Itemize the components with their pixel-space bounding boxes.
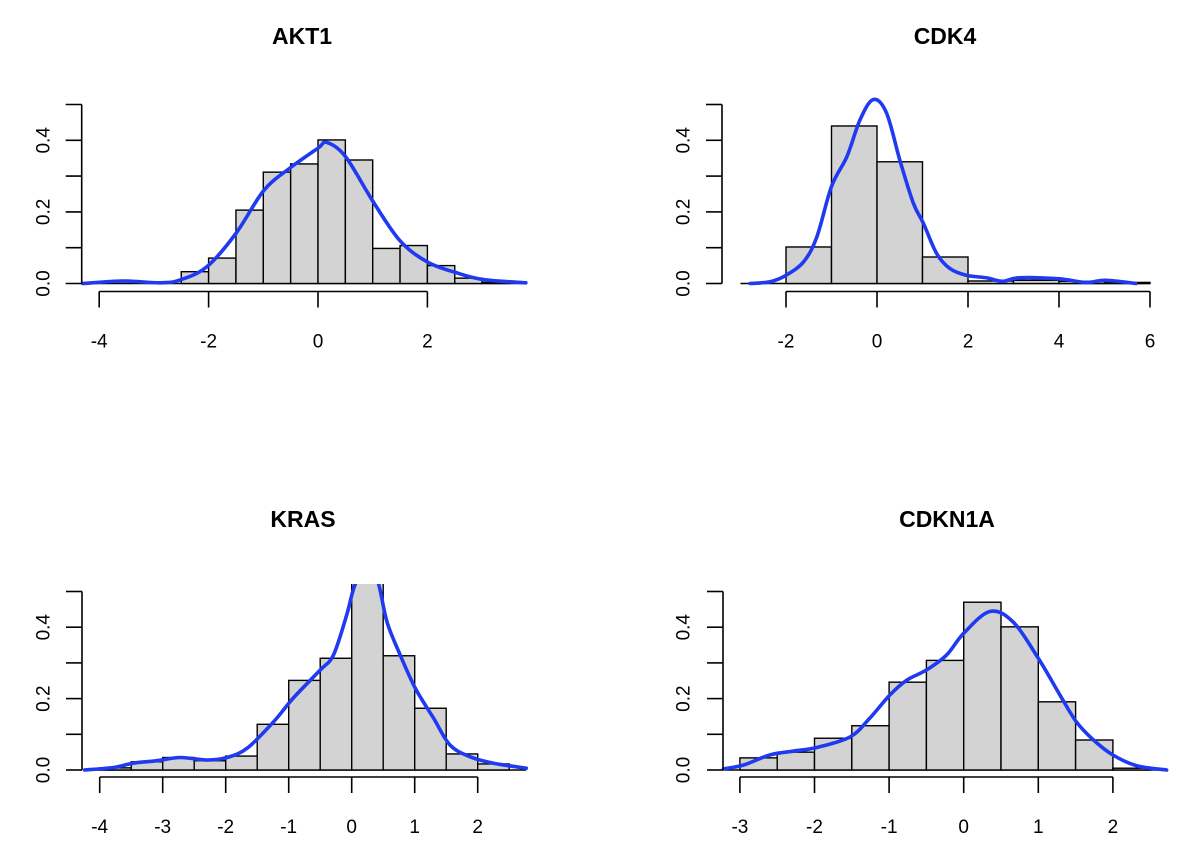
x-axis: -4 -3 -2 -1 0 1 2	[91, 776, 483, 838]
plot-area	[740, 97, 1151, 286]
y-axis: 0.0 0.2 0.4	[34, 103, 83, 297]
x-tick-label: -3	[154, 817, 171, 838]
histogram-bar	[876, 161, 924, 285]
histogram-bar	[382, 655, 416, 771]
x-axis: -3 -2 -1 0 1 2	[731, 776, 1119, 838]
histogram-bar	[262, 171, 292, 285]
histogram-bar	[256, 723, 290, 771]
plot-area	[82, 584, 529, 772]
y-tick-label: 0.4	[674, 127, 695, 154]
x-tick-label: 0	[313, 332, 324, 353]
x-tick-label: -1	[881, 817, 898, 838]
x-tick-label: 2	[422, 332, 433, 353]
y-tick-label: 0.4	[674, 614, 695, 641]
y-tick-label: 0.0	[34, 757, 55, 783]
x-tick-label: -2	[217, 817, 234, 838]
x-tick-label: 2	[472, 817, 483, 838]
y-tick-label: 0.0	[674, 270, 695, 296]
panel-title: CDK4	[914, 23, 977, 49]
panel-akt1: AKT1 0.0 0.2 0.4 -4 -2 0 2	[34, 23, 528, 353]
histogram-bar	[963, 601, 1002, 771]
histogram-bar	[317, 139, 347, 285]
histogram-bar	[776, 751, 816, 771]
density-curve	[82, 584, 529, 772]
x-tick-label: -4	[91, 332, 108, 353]
y-axis: 0.0 0.2 0.4	[34, 590, 83, 783]
histogram-bar	[1012, 279, 1060, 285]
y-tick-label: 0.2	[674, 685, 695, 711]
x-tick-label: -2	[778, 332, 795, 353]
density-curve	[748, 97, 1138, 286]
histogram-bar	[1074, 739, 1114, 771]
histogram-bar	[319, 657, 353, 771]
x-tick-label: 1	[409, 817, 420, 838]
x-tick-label: 4	[1054, 332, 1065, 353]
density-curve	[721, 609, 1169, 772]
x-tick-label: 0	[872, 332, 883, 353]
y-tick-label: 0.2	[34, 685, 55, 711]
x-axis: -2 0 2 4 6	[778, 290, 1156, 353]
x-tick-label: 0	[958, 817, 969, 838]
plot-area	[80, 139, 528, 286]
histogram-bar	[289, 163, 319, 285]
y-axis: 0.0 0.2 0.4	[674, 590, 724, 783]
x-tick-label: -1	[280, 817, 297, 838]
x-tick-label: -2	[200, 332, 217, 353]
panel-kras: KRAS 0.0 0.2 0.4 -4 -3 -2 -1 0 1 2	[34, 506, 529, 838]
x-tick-label: -3	[731, 817, 748, 838]
panel-title: KRAS	[270, 506, 335, 532]
y-axis: 0.0 0.2 0.4	[674, 103, 723, 297]
density-curve	[80, 140, 528, 286]
histogram-bar	[925, 659, 965, 771]
histogram-bar	[830, 125, 878, 285]
histogram-bar	[235, 209, 264, 285]
histogram-bar	[921, 256, 969, 285]
panel-title: AKT1	[272, 23, 332, 49]
x-tick-label: 0	[346, 817, 357, 838]
x-tick-label: 6	[1145, 332, 1156, 353]
histogram-bar	[888, 681, 928, 771]
x-tick-label: 1	[1033, 817, 1044, 838]
y-tick-label: 0.4	[34, 127, 55, 154]
y-tick-label: 0.2	[34, 199, 55, 225]
x-tick-label: 2	[1108, 817, 1119, 838]
histogram-bar	[414, 707, 447, 771]
x-tick-label: 2	[963, 332, 974, 353]
histogram-bar	[193, 760, 227, 771]
panel-title: CDKN1A	[899, 506, 995, 532]
plot-area	[721, 601, 1169, 772]
x-axis: -4 -2 0 2	[91, 290, 433, 353]
y-tick-label: 0.4	[34, 614, 55, 641]
histogram-bar	[785, 246, 833, 285]
y-tick-label: 0.2	[674, 199, 695, 225]
x-tick-label: -4	[91, 817, 108, 838]
x-tick-label: -2	[806, 817, 823, 838]
y-tick-label: 0.0	[674, 757, 695, 783]
histogram-bar	[372, 247, 401, 285]
panel-cdk4: CDK4 0.0 0.2 0.4 -2 0 2 4 6	[674, 23, 1156, 353]
histogram-bar	[351, 584, 384, 771]
y-tick-label: 0.0	[34, 270, 55, 296]
panel-cdkn1a: CDKN1A 0.0 0.2 0.4 -3 -2 -1 0 1 2	[674, 506, 1169, 838]
histogram-bar	[288, 679, 321, 771]
